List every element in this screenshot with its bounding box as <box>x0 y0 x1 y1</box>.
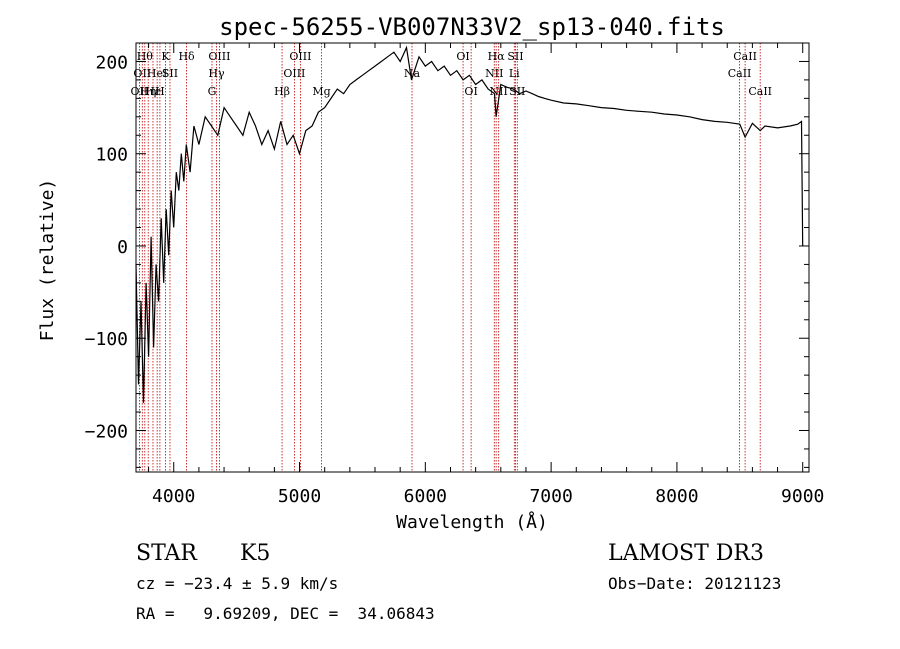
redshift-readout: cz = −23.4 ± 5.9 km/s <box>136 574 339 593</box>
x-axis-ticks: 4000 5000 6000 7000 8000 9000 <box>148 43 824 507</box>
line-marker-label-2: Hθ <box>137 50 154 63</box>
y-tick-label-3: 100 <box>95 145 128 166</box>
x-tick-label-3: 7000 <box>529 486 572 507</box>
line-marker-label-17: Na <box>404 67 421 80</box>
survey-name: LAMOST DR3 <box>608 541 764 566</box>
x-tick-label-5: 9000 <box>781 486 824 507</box>
x-tick-label-1: 5000 <box>278 486 321 507</box>
line-marker-label-23: Li <box>509 67 520 80</box>
flux-series-line <box>135 45 804 403</box>
line-marker-label-24: SII <box>507 50 523 63</box>
line-marker-label-13: Hβ <box>274 85 290 98</box>
line-marker-label-6: H <box>155 85 165 98</box>
line-marker-label-26: CaII <box>728 67 752 80</box>
x-tick-label-2: 6000 <box>404 486 447 507</box>
line-marker-label-9: Hδ <box>178 50 195 63</box>
line-marker-label-16: Mg <box>312 85 330 98</box>
x-tick-label-4: 8000 <box>655 486 698 507</box>
line-marker-label-19: OI <box>464 85 477 98</box>
line-marker-label-20: NII <box>485 67 503 80</box>
chart-title: spec-56255-VB007N33V2_sp13-040.fits <box>219 13 725 41</box>
line-marker-label-18: OI <box>456 50 469 63</box>
line-marker-label-3: Hη <box>140 85 156 98</box>
line-marker-label-28: CaII <box>748 85 772 98</box>
line-marker-label-4: Hε <box>145 85 161 98</box>
y-axis-label: Flux (relative) <box>37 179 58 342</box>
y-tick-label-2: 0 <box>117 237 128 258</box>
coordinates: RA = 9.69209, DEC = 34.06843 <box>136 604 435 623</box>
line-marker-label-1: OII <box>133 67 151 80</box>
line-marker-label-5: HeI <box>147 67 167 80</box>
y-axis-ticks: −200 −100 0 100 200 <box>85 42 809 468</box>
line-marker-label-14: OIII <box>283 67 305 80</box>
line-marker-label-11: Hγ <box>208 67 225 80</box>
y-tick-label-4: 200 <box>95 52 128 73</box>
line-marker-label-7: K <box>161 50 170 63</box>
line-marker-label-27: CaII <box>733 50 757 63</box>
plot-frame <box>135 42 810 473</box>
object-class: STAR <box>136 541 197 566</box>
x-tick-label-0: 4000 <box>152 486 195 507</box>
spectral-line-markers <box>138 43 761 472</box>
observation-date: Obs−Date: 20121123 <box>608 574 782 593</box>
line-marker-label-21: Hα <box>488 50 506 63</box>
line-marker-label-8: SII <box>162 67 178 80</box>
line-marker-label-12: OIII <box>208 50 230 63</box>
x-axis-label: Wavelength (Å) <box>396 511 548 533</box>
y-tick-label-1: −100 <box>85 329 128 350</box>
spectral-line-labels: OIIOIIHθHηHεHeIHKSIIHδGHγOIIIHβOIIIOIIIM… <box>131 50 772 98</box>
line-marker-label-15: OIII <box>289 50 311 63</box>
y-tick-label-0: −200 <box>85 421 128 442</box>
line-marker-label-0: OII <box>131 85 149 98</box>
object-subclass: K5 <box>240 541 271 566</box>
line-marker-label-10: G <box>208 85 217 98</box>
